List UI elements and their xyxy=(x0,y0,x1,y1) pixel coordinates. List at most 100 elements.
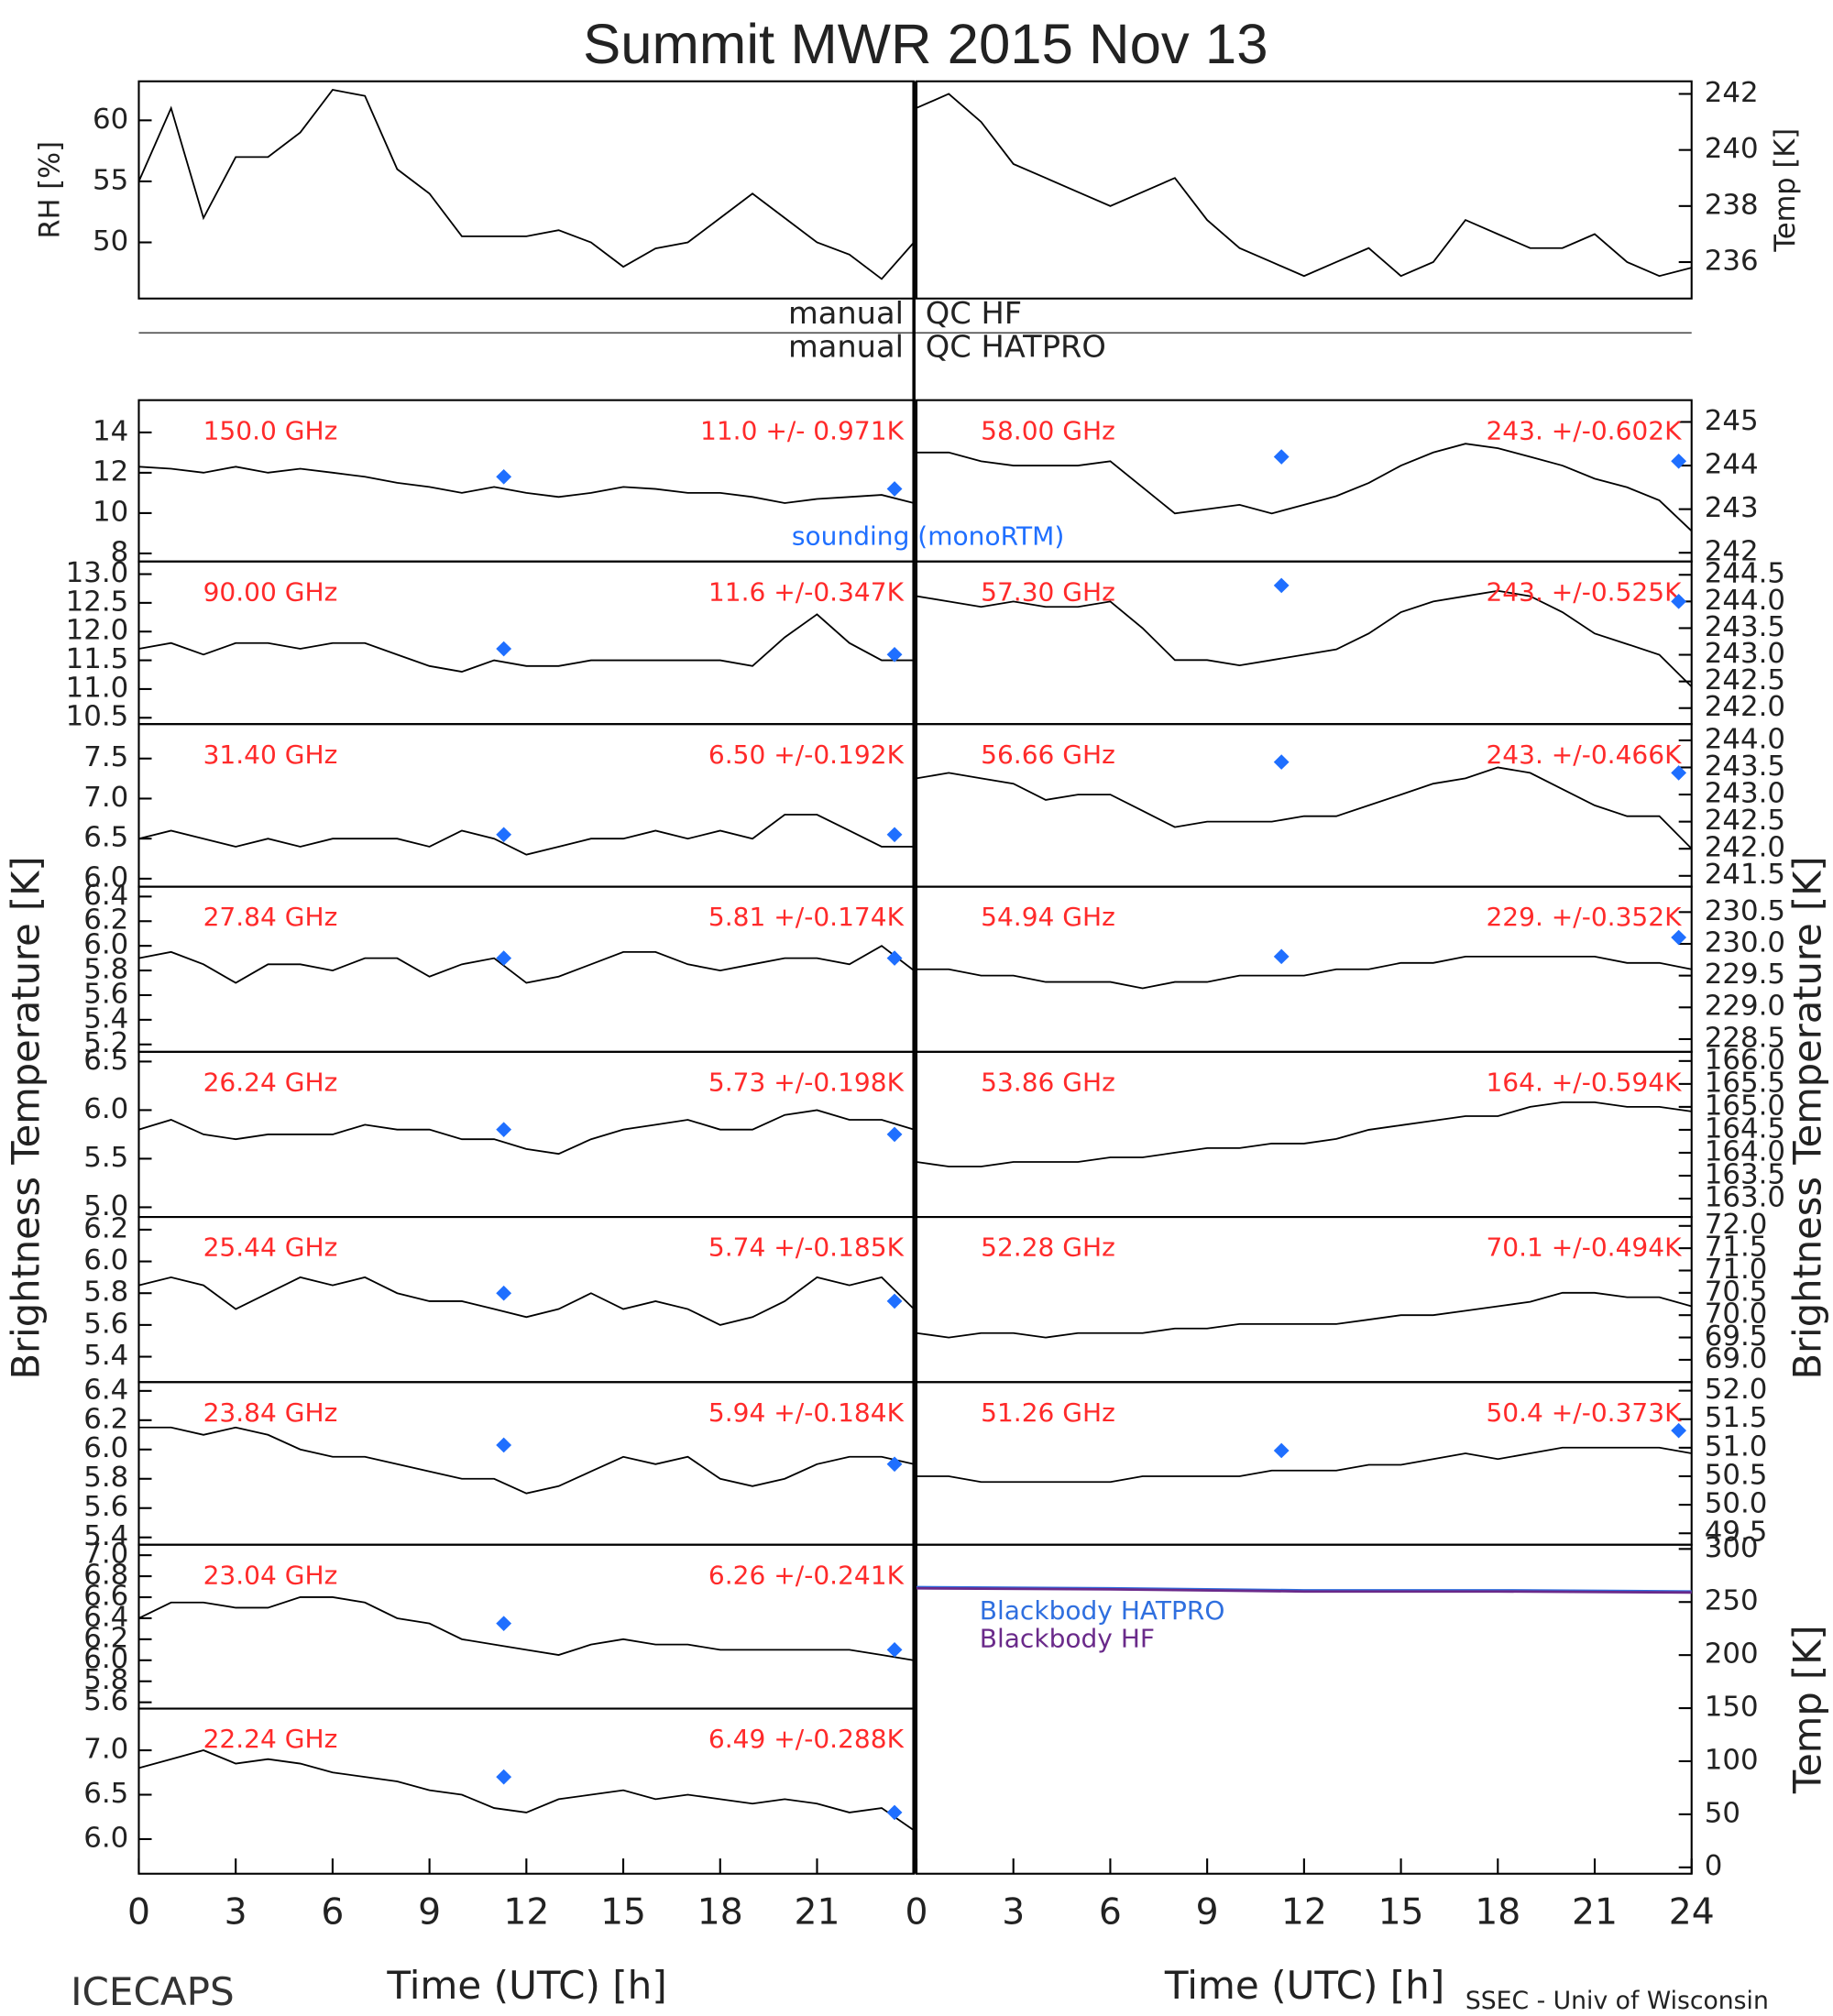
qc-name: QC HATPRO xyxy=(926,328,1106,364)
sounding-point xyxy=(496,1285,512,1301)
y-tick-label: 242.0 xyxy=(1705,691,1785,723)
y-tick-label: 5.8 xyxy=(83,954,128,986)
y-tick-label: 6.0 xyxy=(83,861,128,893)
y-tick-label: 0 xyxy=(1705,1850,1723,1882)
channel-stats: 229. +/-0.352K xyxy=(1486,902,1682,932)
y-tick-label: 243 xyxy=(1705,492,1759,524)
x-tick-label: 6 xyxy=(321,1892,344,1934)
y-tick-label: 6.0 xyxy=(83,929,128,961)
channel-label: 58.00 GHz xyxy=(981,415,1115,445)
data-line xyxy=(138,1749,915,1832)
y-tick-label: 238 xyxy=(1705,189,1759,221)
y-tick-label: 50.0 xyxy=(1705,1488,1768,1520)
y-tick-label: 7.5 xyxy=(83,741,128,773)
y-tick-label: 5.8 xyxy=(83,1664,128,1696)
y-tick-label: 5.6 xyxy=(83,1308,128,1340)
channel-stats: 11.6 +/-0.347K xyxy=(708,576,905,607)
y-tick-label: 69.0 xyxy=(1705,1343,1768,1375)
data-line xyxy=(916,1291,1692,1339)
y-tick-label: 12.5 xyxy=(66,586,129,618)
y-tick-label: 71.0 xyxy=(1705,1254,1768,1286)
sounding-point xyxy=(496,641,512,657)
channel-stats: 6.49 +/-0.288K xyxy=(708,1724,905,1754)
y-tick-label: 5.8 xyxy=(83,1276,128,1309)
right-axis-label: Brightness Temperature [K] xyxy=(1784,856,1829,1379)
y-tick-label: 7.0 xyxy=(83,1539,128,1571)
data-line xyxy=(138,814,915,856)
y-tick-label: 243.0 xyxy=(1705,638,1785,670)
channel-label: 56.66 GHz xyxy=(981,740,1115,770)
y-tick-label: 50 xyxy=(1705,1797,1740,1829)
y-tick-label: 5.6 xyxy=(83,1685,128,1717)
y-tick-label: 243.5 xyxy=(1705,751,1785,783)
y-tick-label: 6.2 xyxy=(83,904,128,937)
panel-frame xyxy=(915,80,1693,300)
channel-stats: 11.0 +/- 0.971K xyxy=(700,415,905,445)
y-tick-label: 242 xyxy=(1705,77,1759,109)
channel-label: 27.84 GHz xyxy=(203,902,338,932)
y-tick-label: 6.6 xyxy=(83,1581,128,1613)
channel-label: 23.04 GHz xyxy=(203,1560,338,1590)
y-tick-label: 5.6 xyxy=(83,979,128,1011)
y-tick-label: 13.0 xyxy=(66,557,129,589)
x-tick-label: 18 xyxy=(1475,1892,1520,1934)
y-axis-label: Temp [K] xyxy=(1770,128,1802,253)
channel-label: 54.94 GHz xyxy=(981,902,1115,932)
sounding-point xyxy=(496,950,512,966)
data-line xyxy=(138,1276,915,1326)
data-line xyxy=(138,1426,915,1495)
legend-entry: Blackbody HATPRO xyxy=(980,1595,1225,1626)
y-tick-label: 5.2 xyxy=(83,1027,128,1059)
figure-title: Summit MWR 2015 Nov 13 xyxy=(583,13,1268,76)
y-tick-label: 6.0 xyxy=(83,1643,128,1675)
y-tick-label: 244.5 xyxy=(1705,558,1785,590)
channel-stats: 243. +/-0.525K xyxy=(1486,576,1682,607)
y-tick-label: 164.0 xyxy=(1705,1136,1785,1168)
channel-label: 90.00 GHz xyxy=(203,576,338,607)
data-line xyxy=(138,1109,915,1156)
y-tick-label: 60 xyxy=(93,104,128,136)
y-axis-label: RH [%] xyxy=(34,141,66,239)
y-tick-label: 150 xyxy=(1705,1692,1759,1724)
channel-stats: 5.73 +/-0.198K xyxy=(708,1068,905,1098)
channel-stats: 50.4 +/-0.373K xyxy=(1486,1397,1682,1428)
y-tick-label: 236 xyxy=(1705,246,1759,278)
y-tick-label: 164.5 xyxy=(1705,1113,1785,1145)
data-line xyxy=(916,955,1692,990)
data-line xyxy=(138,613,915,673)
y-tick-label: 7.0 xyxy=(83,1734,128,1766)
channel-stats: 6.50 +/-0.192K xyxy=(708,740,905,770)
y-tick-label: 244 xyxy=(1705,449,1759,481)
channel-label: 23.84 GHz xyxy=(203,1397,338,1428)
channel-stats: 5.94 +/-0.184K xyxy=(708,1397,905,1428)
y-tick-label: 10.5 xyxy=(66,701,129,733)
channel-label: 53.86 GHz xyxy=(981,1068,1115,1098)
data-line xyxy=(916,93,1692,278)
channel-stats: 5.74 +/-0.185K xyxy=(708,1233,905,1263)
channel-label: 22.24 GHz xyxy=(203,1724,338,1754)
legend-entry: Blackbody HF xyxy=(980,1624,1155,1654)
x-tick-label: 12 xyxy=(1281,1892,1327,1934)
sounding-point xyxy=(496,827,512,843)
y-tick-label: 230.0 xyxy=(1705,927,1785,959)
sounding-point xyxy=(886,950,903,966)
x-tick-label: 9 xyxy=(418,1892,441,1934)
y-tick-label: 242.0 xyxy=(1705,832,1785,864)
data-line xyxy=(916,766,1693,849)
channel-label: 26.24 GHz xyxy=(203,1068,338,1098)
y-tick-label: 69.5 xyxy=(1705,1320,1768,1353)
y-tick-label: 200 xyxy=(1705,1638,1759,1671)
channel-stats: 243. +/-0.602K xyxy=(1486,415,1682,445)
y-tick-label: 72.0 xyxy=(1705,1209,1768,1241)
channel-label: 52.28 GHz xyxy=(981,1233,1115,1263)
x-tick-label: 18 xyxy=(697,1892,743,1934)
footer-left: ICECAPS xyxy=(71,1969,235,2014)
sounding-point xyxy=(886,827,903,843)
y-tick-label: 6.0 xyxy=(83,1244,128,1276)
data-line xyxy=(138,945,915,984)
y-tick-label: 50.5 xyxy=(1705,1460,1768,1492)
y-tick-label: 245 xyxy=(1705,405,1759,437)
x-tick-label: 0 xyxy=(127,1892,150,1934)
y-tick-label: 6.5 xyxy=(83,1045,128,1077)
channel-label: 25.44 GHz xyxy=(203,1233,338,1263)
